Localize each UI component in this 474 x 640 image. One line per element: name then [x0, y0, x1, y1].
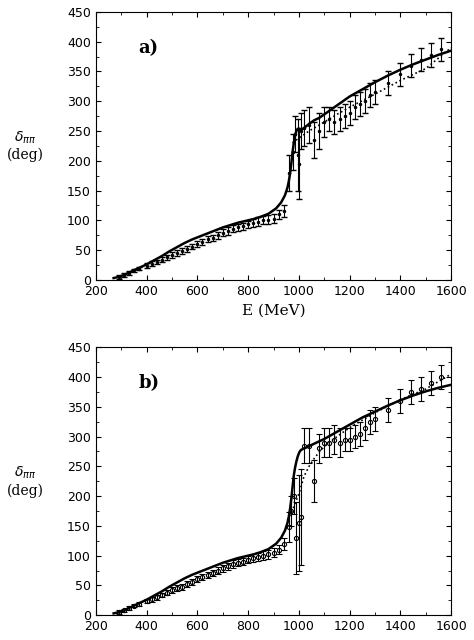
Y-axis label: $\delta_{\pi\pi}$
(deg): $\delta_{\pi\pi}$ (deg) [7, 129, 44, 163]
Y-axis label: $\delta_{\pi\pi}$
(deg): $\delta_{\pi\pi}$ (deg) [7, 465, 44, 498]
Text: b): b) [138, 374, 160, 392]
X-axis label: E (MeV): E (MeV) [242, 303, 305, 317]
Text: a): a) [138, 39, 159, 57]
